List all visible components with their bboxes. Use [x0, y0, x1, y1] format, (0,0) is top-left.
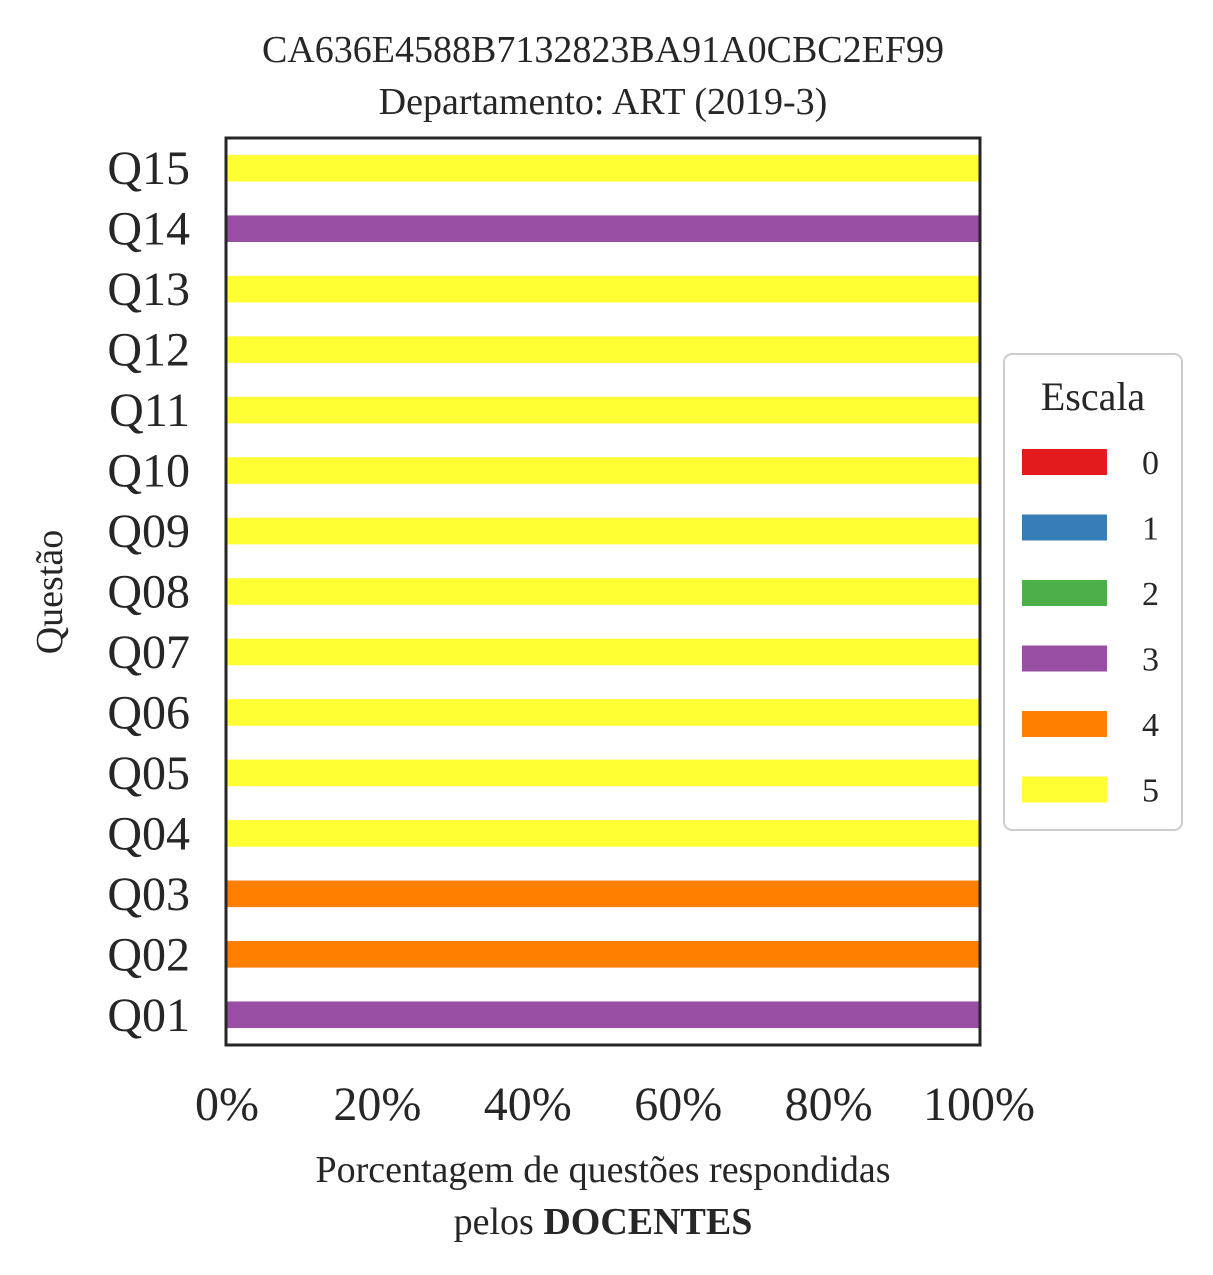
x-tick-label-80: 80%	[785, 1078, 873, 1131]
legend-swatch-1	[1022, 514, 1107, 541]
y-tick-label-q03: Q03	[107, 868, 190, 921]
x-tick-labels: 0% 20% 40% 60% 80% 100%	[195, 1078, 1035, 1131]
y-tick-label-q10: Q10	[107, 445, 190, 498]
y-tick-label-q06: Q06	[107, 686, 190, 739]
legend-label-5: 5	[1142, 773, 1159, 810]
bar-q06-scale-5	[227, 699, 979, 726]
bar-q14-scale-3	[227, 215, 979, 243]
y-tick-label-q15: Q15	[107, 142, 190, 195]
x-axis-label-prefix: pelos	[454, 1201, 544, 1243]
y-tick-label-q01: Q01	[107, 989, 190, 1042]
y-tick-labels: Q01 Q02 Q03 Q04 Q05 Q06 Q07 Q08 Q09 Q10 Q11 Q12 Q13 Q…	[107, 142, 190, 1042]
legend-items: 0 1 2 3 4 5	[1022, 445, 1159, 810]
y-tick-label-q05: Q05	[107, 747, 190, 800]
legend-swatch-5	[1022, 776, 1107, 803]
x-tick-label-40: 40%	[484, 1078, 572, 1131]
y-tick-label-q07: Q07	[107, 626, 190, 679]
y-tick-label-q13: Q13	[107, 263, 190, 316]
bar-q11-scale-5	[227, 396, 979, 424]
y-tick-label-q14: Q14	[107, 203, 190, 256]
bar-q02-scale-4	[227, 940, 979, 968]
bar-q01-scale-3	[227, 1001, 979, 1029]
y-tick-label-q09: Q09	[107, 505, 190, 558]
legend-label-0: 0	[1142, 445, 1159, 482]
x-tick-label-60: 60%	[634, 1078, 722, 1131]
y-tick-label-q02: Q02	[107, 928, 190, 981]
legend-swatch-0	[1022, 449, 1107, 475]
y-tick-label-q12: Q12	[107, 324, 190, 377]
bar-q13-scale-5	[227, 275, 979, 303]
plot-frame	[224, 136, 982, 1047]
x-tick-label-20: 20%	[333, 1078, 421, 1131]
legend-label-2: 2	[1142, 576, 1159, 613]
y-axis-label: Questão	[29, 530, 71, 655]
legend-label-3: 3	[1142, 642, 1159, 679]
legend-label-1: 1	[1142, 511, 1159, 548]
bar-q07-scale-5	[227, 638, 979, 666]
x-axis-label-bold: DOCENTES	[543, 1201, 752, 1243]
bar-q09-scale-5	[227, 517, 979, 545]
legend-title: Escala	[1041, 374, 1146, 419]
legend-swatch-2	[1022, 580, 1107, 606]
bar-q08-scale-5	[227, 578, 979, 605]
legend-swatch-4	[1022, 711, 1107, 737]
legend: Escala 0 1 2 3 4 5	[1003, 353, 1183, 831]
bar-q10-scale-5	[227, 457, 979, 484]
bars-group	[227, 154, 979, 1029]
bar-q04-scale-5	[227, 820, 979, 847]
x-axis-label-line1: Porcentagem de questões respondidas	[315, 1149, 890, 1191]
chart-subtitle: Departamento: ART (2019-3)	[379, 81, 828, 123]
chart-title: CA636E4588B7132823BA91A0CBC2EF99	[262, 29, 944, 71]
bar-q03-scale-4	[227, 880, 979, 908]
x-axis-label-line2: pelos DOCENTES	[454, 1201, 753, 1243]
legend-label-4: 4	[1142, 707, 1159, 744]
x-tick-label-0: 0%	[195, 1078, 259, 1131]
y-tick-label-q11: Q11	[109, 384, 190, 437]
bar-q12-scale-5	[227, 336, 979, 363]
x-tick-label-100: 100%	[923, 1078, 1035, 1131]
legend-swatch-3	[1022, 645, 1107, 672]
bar-q05-scale-5	[227, 759, 979, 787]
bar-q15-scale-5	[227, 154, 979, 182]
y-tick-label-q08: Q08	[107, 566, 190, 619]
y-tick-label-q04: Q04	[107, 807, 190, 860]
